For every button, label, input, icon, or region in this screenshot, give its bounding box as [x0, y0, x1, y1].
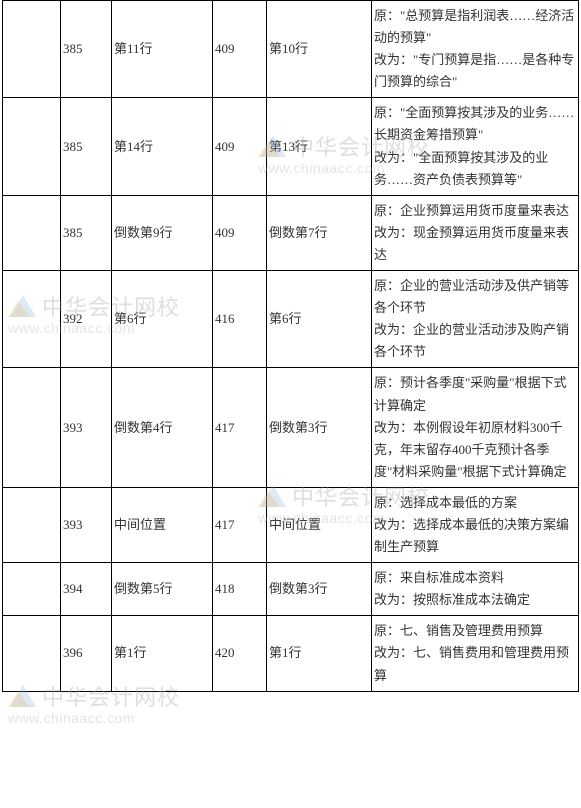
cell: 394 — [61, 563, 112, 616]
cell: 417 — [213, 487, 267, 562]
table-row: 394倒数第5行418倒数第3行原：来自标准成本资料改为：按照标准成本法确定 — [3, 563, 579, 616]
watermark-en: www.chinaacc.com — [8, 710, 180, 726]
table-row: 385第14行409第13行原："全面预算按其涉及的业务……长期资金筹措预算"改… — [3, 98, 579, 195]
cell: 第6行 — [267, 271, 372, 368]
cell — [3, 563, 61, 616]
cell: 393 — [61, 368, 112, 487]
table-row: 385第11行409第10行原："总预算是指利润表……经济活动的预算"改为："专… — [3, 1, 579, 98]
cell — [3, 368, 61, 487]
cell: 原：预计各季度"采购量"根据下式计算确定改为：本例假设年初原材料300千克，年末… — [372, 368, 579, 487]
cell: 中间位置 — [267, 487, 372, 562]
data-table: 385第11行409第10行原："总预算是指利润表……经济活动的预算"改为："专… — [2, 0, 579, 692]
cell: 倒数第3行 — [267, 368, 372, 487]
cell: 第14行 — [112, 98, 213, 195]
cell: 409 — [213, 1, 267, 98]
table-row: 385倒数第9行409倒数第7行原：企业预算运用货币度量来表达改为：现金预算运用… — [3, 195, 579, 270]
cell — [3, 616, 61, 691]
cell — [3, 487, 61, 562]
cell: 418 — [213, 563, 267, 616]
cell: 416 — [213, 271, 267, 368]
cell: 倒数第9行 — [112, 195, 213, 270]
cell: 385 — [61, 98, 112, 195]
cell: 倒数第7行 — [267, 195, 372, 270]
cell — [3, 98, 61, 195]
cell: 396 — [61, 616, 112, 691]
cell: 409 — [213, 195, 267, 270]
cell: 倒数第3行 — [267, 563, 372, 616]
cell — [3, 195, 61, 270]
cell: 385 — [61, 195, 112, 270]
cell: 倒数第4行 — [112, 368, 213, 487]
cell: 392 — [61, 271, 112, 368]
cell: 原：七、销售及管理费用预算改为：七、销售费用和管理费用预算 — [372, 616, 579, 691]
cell: 中间位置 — [112, 487, 213, 562]
cell: 原：企业的营业活动涉及供产销等各个环节改为：企业的营业活动涉及购产销各个环节 — [372, 271, 579, 368]
cell: 第1行 — [267, 616, 372, 691]
cell: 原：选择成本最低的方案改为：选择成本最低的决策方案编制生产预算 — [372, 487, 579, 562]
cell — [3, 271, 61, 368]
cell: 倒数第5行 — [112, 563, 213, 616]
cell: 393 — [61, 487, 112, 562]
cell: 第1行 — [112, 616, 213, 691]
cell — [3, 1, 61, 98]
cell: 417 — [213, 368, 267, 487]
cell: 385 — [61, 1, 112, 98]
cell: 原：来自标准成本资料改为：按照标准成本法确定 — [372, 563, 579, 616]
table-row: 393倒数第4行417倒数第3行原：预计各季度"采购量"根据下式计算确定改为：本… — [3, 368, 579, 487]
cell: 第6行 — [112, 271, 213, 368]
cell: 原："总预算是指利润表……经济活动的预算"改为："专门预算是指……是各种专门预算… — [372, 1, 579, 98]
cell: 原：企业预算运用货币度量来表达改为：现金预算运用货币度量来表达 — [372, 195, 579, 270]
table-row: 393中间位置417中间位置原：选择成本最低的方案改为：选择成本最低的决策方案编… — [3, 487, 579, 562]
cell: 420 — [213, 616, 267, 691]
cell: 原："全面预算按其涉及的业务……长期资金筹措预算"改为："全面预算按其涉及的业务… — [372, 98, 579, 195]
cell: 第13行 — [267, 98, 372, 195]
cell: 第11行 — [112, 1, 213, 98]
cell: 第10行 — [267, 1, 372, 98]
table-row: 396第1行420第1行原：七、销售及管理费用预算改为：七、销售费用和管理费用预… — [3, 616, 579, 691]
cell: 409 — [213, 98, 267, 195]
table-row: 392第6行416第6行原：企业的营业活动涉及供产销等各个环节改为：企业的营业活… — [3, 271, 579, 368]
